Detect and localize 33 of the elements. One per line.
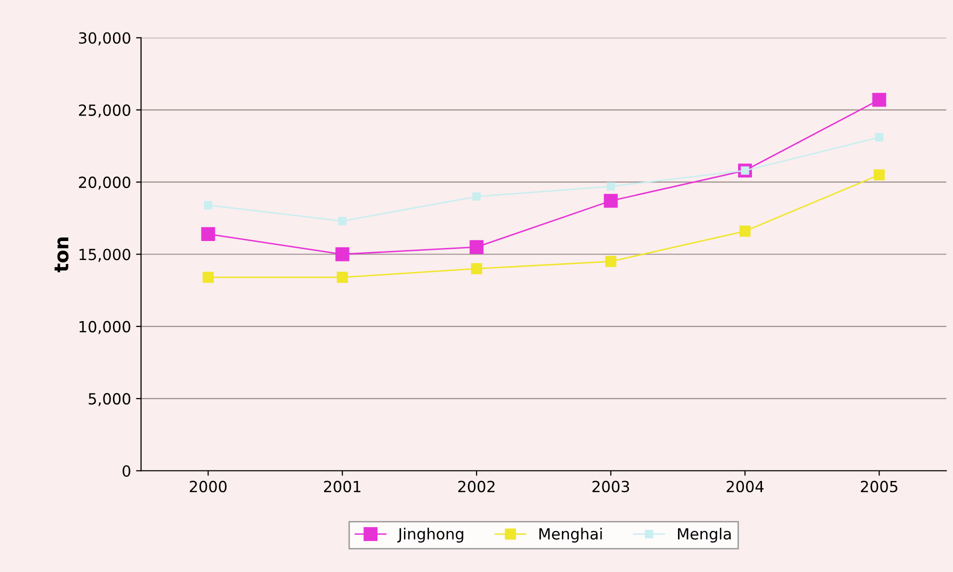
y-tick-label: 10,000 xyxy=(80,320,130,334)
legend-label: Mengla xyxy=(678,528,731,543)
point xyxy=(336,272,348,283)
point xyxy=(472,192,481,201)
point xyxy=(471,263,482,274)
point xyxy=(470,240,484,254)
point xyxy=(202,272,214,283)
y-axis-title: ton xyxy=(54,238,69,272)
point xyxy=(335,247,350,262)
x-tick-label: 2002 xyxy=(458,480,494,492)
point xyxy=(875,133,884,142)
point xyxy=(201,227,216,241)
legend-label: Jinghong xyxy=(397,528,464,543)
legend-label: Menghai xyxy=(539,528,602,543)
x-tick-label: 2003 xyxy=(592,480,630,492)
y-tick-label: 30,000 xyxy=(79,32,130,46)
point xyxy=(604,194,618,208)
y-tick-label: 15,000 xyxy=(80,248,130,262)
point xyxy=(874,169,885,180)
y-tick-label: 5,000 xyxy=(88,393,130,406)
point xyxy=(204,201,212,210)
x-tick-label: 2004 xyxy=(726,480,764,492)
point xyxy=(605,256,616,268)
x-tick-label: 2000 xyxy=(190,480,227,492)
y-tick-label: 20,000 xyxy=(78,176,130,190)
point xyxy=(739,226,751,237)
point xyxy=(606,182,615,191)
x-tick-label: 2001 xyxy=(324,480,360,492)
point xyxy=(338,216,347,226)
point xyxy=(872,92,886,107)
x-tick-label: 2005 xyxy=(860,480,898,492)
y-tick-label: 25,000 xyxy=(78,104,130,118)
y-tick-label: 0 xyxy=(122,465,130,477)
